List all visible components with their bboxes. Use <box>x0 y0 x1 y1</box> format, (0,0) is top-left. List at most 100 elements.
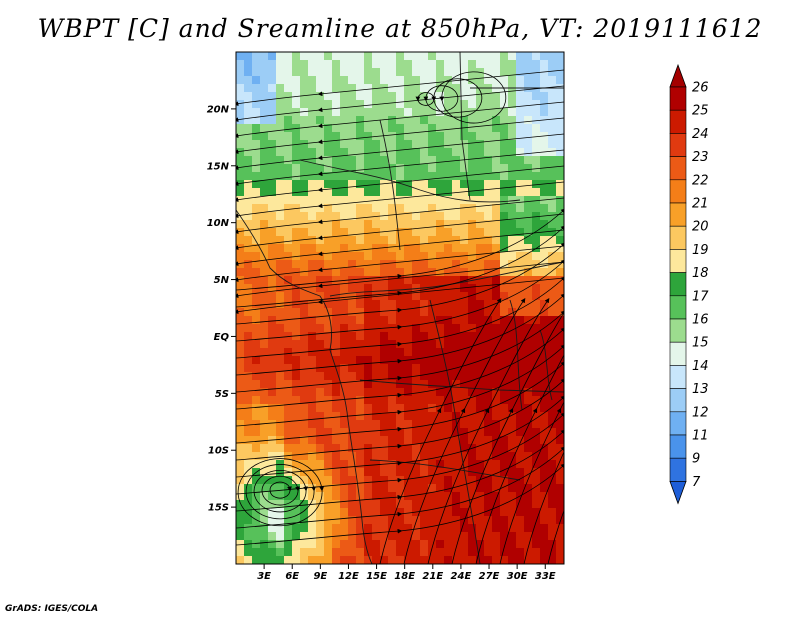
wbpt-cell <box>556 188 564 197</box>
wbpt-cell <box>388 332 397 341</box>
wbpt-cell <box>300 316 309 325</box>
wbpt-cell <box>236 52 245 61</box>
wbpt-cell <box>244 420 253 429</box>
wbpt-cell <box>308 452 317 461</box>
wbpt-cell <box>508 164 517 173</box>
wbpt-cell <box>388 116 397 125</box>
wbpt-cell <box>428 116 437 125</box>
wbpt-cell <box>356 324 365 333</box>
wbpt-cell <box>556 92 564 101</box>
wbpt-cell <box>516 324 525 333</box>
wbpt-cell <box>452 324 461 333</box>
wbpt-cell <box>404 548 413 557</box>
wbpt-cell <box>364 188 373 197</box>
wbpt-cell <box>388 532 397 541</box>
wbpt-cell <box>324 412 333 421</box>
wbpt-cell <box>340 428 349 437</box>
wbpt-cell <box>340 156 349 165</box>
wbpt-cell <box>348 252 357 261</box>
wbpt-cell <box>540 92 549 101</box>
wbpt-cell <box>492 140 501 149</box>
wbpt-cell <box>412 556 421 564</box>
wbpt-cell <box>420 516 429 525</box>
lon-tick-label: 6E <box>285 571 299 582</box>
wbpt-cell <box>252 220 261 229</box>
wbpt-cell <box>340 308 349 317</box>
wbpt-cell <box>516 212 525 221</box>
wbpt-cell <box>548 100 557 109</box>
wbpt-cell <box>540 156 549 165</box>
wbpt-cell <box>540 540 549 549</box>
wbpt-cell <box>428 228 437 237</box>
wbpt-cell <box>476 124 485 133</box>
wbpt-cell <box>444 428 453 437</box>
wbpt-cell <box>436 356 445 365</box>
wbpt-cell <box>316 460 325 469</box>
wbpt-cell <box>236 316 245 325</box>
wbpt-cell <box>420 556 429 564</box>
wbpt-cell <box>372 484 381 493</box>
wbpt-cell <box>428 140 437 149</box>
wbpt-cell <box>260 92 269 101</box>
wbpt-cell <box>484 260 493 269</box>
wbpt-cell <box>316 84 325 93</box>
wbpt-cell <box>252 396 261 405</box>
wbpt-cell <box>316 260 325 269</box>
wbpt-cell <box>468 300 477 309</box>
wbpt-cell <box>276 252 285 261</box>
wbpt-cell <box>340 484 349 493</box>
wbpt-cell <box>348 292 357 301</box>
wbpt-cell <box>316 244 325 253</box>
wbpt-cell <box>500 92 509 101</box>
wbpt-cell <box>428 348 437 357</box>
wbpt-cell <box>236 116 245 125</box>
wbpt-cell <box>324 556 333 564</box>
wbpt-cell <box>516 508 525 517</box>
wbpt-cell <box>308 260 317 269</box>
wbpt-cell <box>396 204 405 213</box>
wbpt-cell <box>292 460 301 469</box>
wbpt-cell <box>476 548 485 557</box>
wbpt-cell <box>380 116 389 125</box>
wbpt-cell <box>372 316 381 325</box>
wbpt-cell <box>244 108 253 117</box>
wbpt-cell <box>300 476 309 485</box>
lat-tick-label: 5N <box>214 275 230 286</box>
wbpt-cell <box>268 100 277 109</box>
wbpt-cell <box>348 116 357 125</box>
wbpt-cell <box>252 324 261 333</box>
wbpt-cell <box>332 220 341 229</box>
colorbar-label: 9 <box>692 452 700 467</box>
wbpt-cell <box>476 228 485 237</box>
wbpt-cell <box>284 556 293 564</box>
wbpt-cell <box>524 236 533 245</box>
wbpt-cell <box>324 60 333 69</box>
wbpt-cell <box>556 484 564 493</box>
wbpt-cell <box>324 356 333 365</box>
wbpt-cell <box>308 380 317 389</box>
wbpt-cell <box>492 92 501 101</box>
wbpt-cell <box>284 260 293 269</box>
wbpt-cell <box>292 348 301 357</box>
wbpt-cell <box>388 412 397 421</box>
wbpt-cell <box>516 68 525 77</box>
wbpt-cell <box>372 252 381 261</box>
wbpt-cell <box>308 396 317 405</box>
wbpt-cell <box>260 516 269 525</box>
wbpt-cell <box>340 124 349 133</box>
wbpt-cell <box>492 228 501 237</box>
wbpt-cell <box>276 116 285 125</box>
wbpt-cell <box>364 316 373 325</box>
wbpt-cell <box>460 372 469 381</box>
wbpt-cell <box>316 372 325 381</box>
wbpt-cell <box>492 412 501 421</box>
wbpt-cell <box>452 164 461 173</box>
wbpt-cell <box>372 348 381 357</box>
wbpt-cell <box>444 84 453 93</box>
wbpt-cell <box>244 332 253 341</box>
wbpt-cell <box>292 100 301 109</box>
wbpt-cell <box>484 484 493 493</box>
wbpt-cell <box>388 76 397 85</box>
wbpt-cell <box>324 156 333 165</box>
wbpt-cell <box>532 220 541 229</box>
